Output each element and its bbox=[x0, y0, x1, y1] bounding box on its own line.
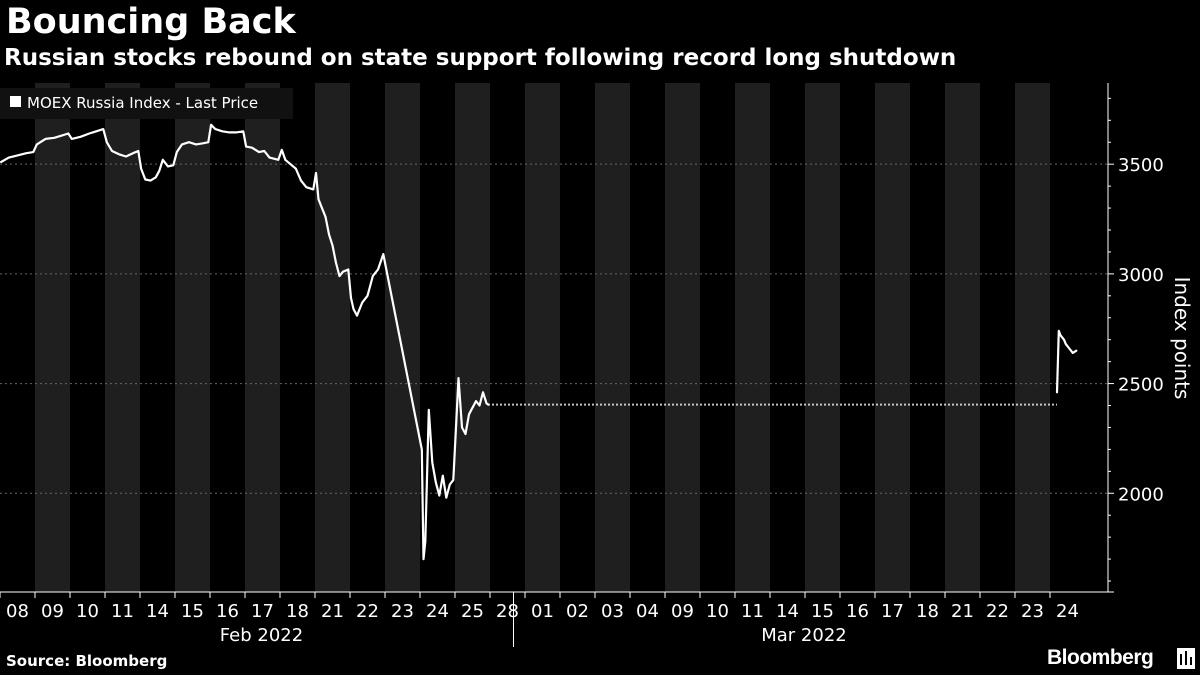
x-tick-label: 24 bbox=[1056, 601, 1079, 622]
page-subtitle: Russian stocks rebound on state support … bbox=[4, 45, 957, 71]
x-tick-label: 17 bbox=[251, 601, 274, 622]
x-tick-label: 18 bbox=[286, 601, 309, 622]
x-tick-label: 09 bbox=[41, 601, 64, 622]
day-band bbox=[455, 83, 490, 592]
day-band bbox=[315, 83, 350, 592]
day-band bbox=[595, 83, 630, 592]
price-series bbox=[0, 123, 1078, 561]
source-note: Source: Bloomberg bbox=[6, 652, 168, 670]
x-tick-label: 16 bbox=[846, 601, 869, 622]
x-tick-label: 18 bbox=[916, 601, 939, 622]
x-tick-label: 14 bbox=[146, 601, 169, 622]
series-line bbox=[0, 123, 490, 561]
x-tick-label: 10 bbox=[706, 601, 729, 622]
x-tick-label: 21 bbox=[321, 601, 344, 622]
x-tick-label: 09 bbox=[671, 601, 694, 622]
x-tick-label: 28 bbox=[496, 601, 519, 622]
day-band bbox=[35, 83, 70, 592]
day-band bbox=[1015, 83, 1050, 592]
x-tick-label: 23 bbox=[1021, 601, 1044, 622]
y-axis: 2000 2500 3000 3500 bbox=[1107, 83, 1164, 592]
x-tick-label: 25 bbox=[461, 601, 484, 622]
x-tick-label: 11 bbox=[111, 601, 134, 622]
day-band bbox=[945, 83, 980, 592]
day-band bbox=[665, 83, 700, 592]
x-tick-label: 04 bbox=[636, 601, 659, 622]
x-tick-label: 02 bbox=[566, 601, 589, 622]
x-tick-label: 16 bbox=[216, 601, 239, 622]
legend-label: MOEX Russia Index - Last Price bbox=[27, 94, 258, 112]
series-line bbox=[1055, 329, 1078, 394]
x-tick-label: 24 bbox=[426, 601, 449, 622]
y-tick-label: 2500 bbox=[1118, 375, 1164, 396]
brand-name: Bloomberg bbox=[1047, 646, 1154, 669]
month-label: Mar 2022 bbox=[761, 625, 847, 646]
x-tick-label: 15 bbox=[811, 601, 834, 622]
day-band bbox=[525, 83, 560, 592]
x-tick-label: 22 bbox=[986, 601, 1009, 622]
y-tick-label: 3000 bbox=[1118, 265, 1164, 286]
x-axis: 08 09 10 11 14 15 16 17 18 21 22 23 24 25 28 01 02 03 04 09… bbox=[0, 591, 1114, 647]
x-tick-label: 01 bbox=[531, 601, 554, 622]
day-band bbox=[875, 83, 910, 592]
day-band bbox=[735, 83, 770, 592]
x-tick-label: 22 bbox=[356, 601, 379, 622]
day-band bbox=[105, 83, 140, 592]
x-tick-label: 15 bbox=[181, 601, 204, 622]
page-title: Bouncing Back bbox=[6, 2, 296, 42]
x-tick-label: 11 bbox=[741, 601, 764, 622]
month-label: Feb 2022 bbox=[220, 625, 303, 646]
y-tick-label: 3500 bbox=[1118, 155, 1164, 176]
y-axis-label: Index points bbox=[1170, 277, 1194, 400]
x-tick-label: 10 bbox=[76, 601, 99, 622]
day-band bbox=[175, 83, 210, 592]
legend-swatch bbox=[10, 96, 21, 107]
x-tick-label: 14 bbox=[776, 601, 799, 622]
y-tick-label: 2000 bbox=[1118, 484, 1164, 505]
x-tick-label: 08 bbox=[6, 601, 29, 622]
x-tick-label: 23 bbox=[391, 601, 414, 622]
day-band bbox=[385, 83, 420, 592]
legend-background bbox=[0, 88, 293, 119]
legend: MOEX Russia Index - Last Price bbox=[0, 88, 293, 119]
x-tick-label: 17 bbox=[881, 601, 904, 622]
day-band bbox=[805, 83, 840, 592]
alternating-day-bands bbox=[35, 83, 1050, 592]
day-band bbox=[245, 83, 280, 592]
x-tick-label: 21 bbox=[951, 601, 974, 622]
bloomberg-chart-logo-icon bbox=[1177, 648, 1195, 669]
x-tick-label: 03 bbox=[601, 601, 624, 622]
